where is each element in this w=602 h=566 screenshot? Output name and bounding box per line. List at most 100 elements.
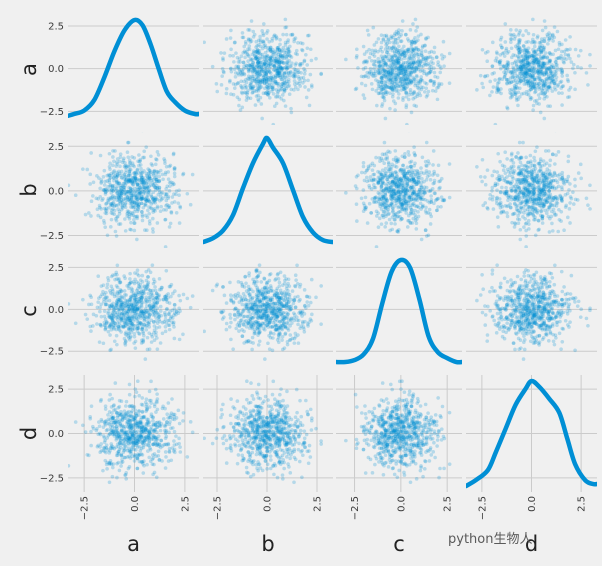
scatter-point <box>132 309 137 313</box>
scatter-point <box>527 54 532 59</box>
scatter-point <box>394 165 399 169</box>
scatter-point <box>141 311 145 316</box>
scatter-point <box>397 182 402 186</box>
scatter-point <box>535 202 539 206</box>
scatter-point <box>147 168 152 173</box>
scatter-point <box>408 61 413 65</box>
scatter-point <box>415 75 419 79</box>
scatter-point <box>267 66 272 71</box>
scatter-point <box>130 315 134 319</box>
scatter-point <box>412 70 416 74</box>
scatter-point <box>410 80 414 85</box>
scatter-point <box>385 41 389 46</box>
scatter-point <box>124 339 128 344</box>
scatter-point <box>156 170 161 175</box>
scatter-point <box>480 81 484 86</box>
scatter-point <box>390 48 394 53</box>
scatter-point <box>538 203 543 208</box>
scatter-point <box>283 104 288 108</box>
scatter-point <box>522 82 527 86</box>
scatter-point <box>525 199 529 204</box>
scatter-point <box>256 74 261 79</box>
scatter-point <box>531 83 536 87</box>
scatter-point <box>257 65 261 70</box>
scatter-point <box>280 66 285 71</box>
scatter-point <box>269 59 273 63</box>
scatter-point <box>283 88 287 93</box>
scatter-point <box>377 202 382 206</box>
scatter-point <box>148 307 153 311</box>
scatter-point <box>164 293 169 298</box>
scatter-point <box>532 178 537 182</box>
scatter-point <box>107 315 112 319</box>
scatter-point <box>416 181 421 185</box>
scatter-point <box>101 300 106 304</box>
scatter-point <box>292 75 297 79</box>
scatter-point <box>509 189 514 193</box>
scatter-point <box>388 190 392 194</box>
scatter-point <box>233 82 238 87</box>
scatter-point <box>106 200 111 204</box>
scatter-point <box>300 47 304 52</box>
scatter-point <box>391 191 396 196</box>
scatter-point <box>107 173 112 178</box>
scatter-point <box>389 85 394 90</box>
scatter-point <box>401 200 406 205</box>
scatter-point <box>390 63 395 67</box>
scatter-point <box>385 85 390 89</box>
scatter-point <box>414 67 419 71</box>
scatter-point <box>415 171 420 176</box>
scatter-point <box>277 71 281 75</box>
scatter-point <box>536 93 541 97</box>
scatter-point <box>502 164 507 169</box>
scatter-point <box>483 51 488 55</box>
scatter-point <box>405 188 410 193</box>
scatter-point <box>517 71 522 76</box>
scatter-point <box>516 209 521 213</box>
scatter-point <box>118 280 123 285</box>
scatter-point <box>374 195 378 199</box>
scatter-point <box>397 34 402 39</box>
scatter-point <box>538 40 543 45</box>
scatter-point <box>127 318 132 323</box>
scatter-point <box>431 80 436 84</box>
scatter-point <box>167 284 172 289</box>
scatter-point <box>419 180 424 185</box>
scatter-point <box>144 199 148 204</box>
scatter-point <box>301 81 305 85</box>
scatter-point <box>297 81 301 86</box>
scatter-point <box>142 322 146 327</box>
scatter-point <box>517 81 522 85</box>
scatter-point <box>530 170 535 175</box>
scatter-point <box>128 318 133 322</box>
scatter-point <box>378 159 382 164</box>
scatter-point <box>135 287 140 291</box>
scatter-point <box>415 83 420 88</box>
scatter-point <box>354 47 359 52</box>
scatter-point <box>402 174 407 178</box>
scatter-point <box>394 85 399 90</box>
ytick-label-b: −2.5 <box>40 231 64 242</box>
scatter-point <box>410 170 415 175</box>
scatter-point <box>255 51 260 55</box>
scatter-point <box>495 86 499 90</box>
scatter-point <box>511 89 516 93</box>
scatter-point <box>147 331 152 335</box>
scatter-point <box>532 50 537 55</box>
scatter-point <box>510 212 515 217</box>
scatter-point <box>400 52 405 57</box>
scatter-point <box>523 200 528 204</box>
scatter-point <box>272 64 277 68</box>
scatter-point <box>152 185 157 189</box>
scatter-point <box>363 59 368 64</box>
scatter-point <box>397 79 401 84</box>
scatter-point <box>542 97 547 101</box>
scatter-point <box>522 78 526 83</box>
panel-content <box>68 263 195 361</box>
scatter-point <box>135 167 140 172</box>
scatter-point <box>541 159 546 163</box>
scatter-point <box>399 190 403 194</box>
scatter-point <box>542 174 546 178</box>
scatter-point <box>391 189 396 193</box>
scatter-point <box>519 173 523 178</box>
